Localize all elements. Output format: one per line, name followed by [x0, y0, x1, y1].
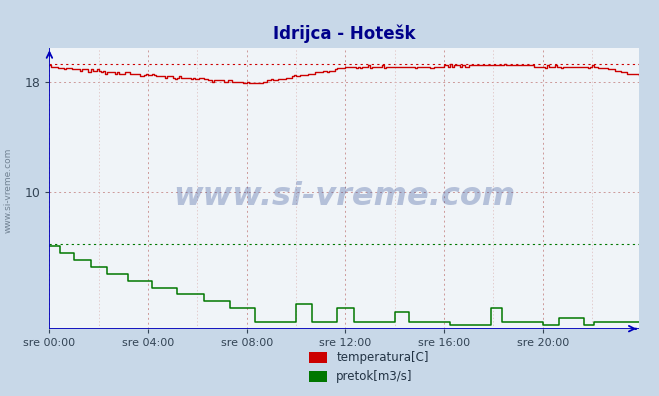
Title: Idrijca - Hotešk: Idrijca - Hotešk — [273, 25, 416, 43]
Text: www.si-vreme.com: www.si-vreme.com — [3, 147, 13, 233]
Legend: temperatura[C], pretok[m3/s]: temperatura[C], pretok[m3/s] — [304, 347, 434, 388]
Text: www.si-vreme.com: www.si-vreme.com — [173, 181, 515, 212]
